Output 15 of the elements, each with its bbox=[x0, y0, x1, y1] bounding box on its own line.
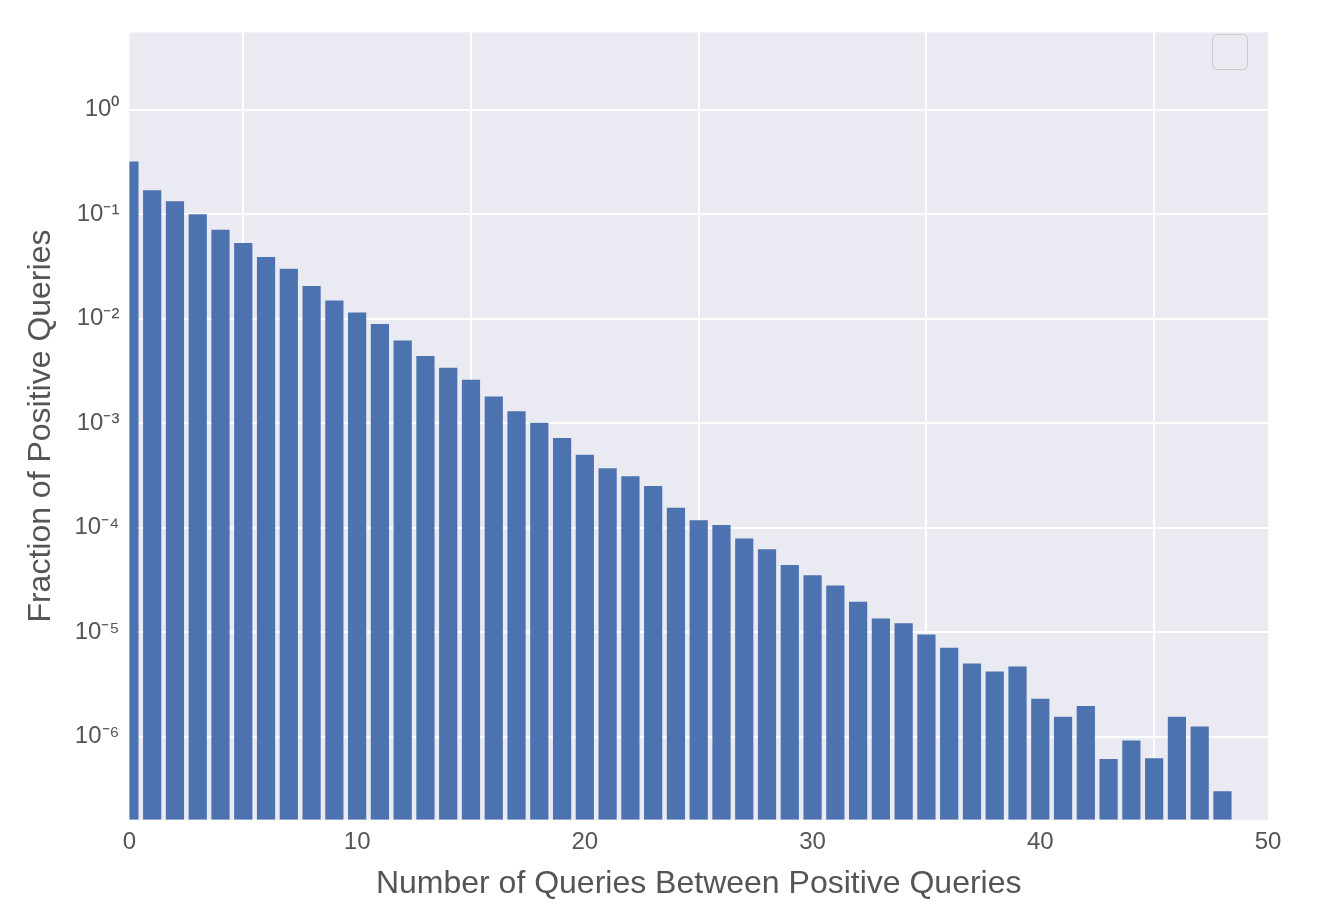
x-tick-label: 50 bbox=[1254, 826, 1282, 854]
y-tick-label: 10⁻¹ bbox=[76, 198, 120, 226]
x-tick-label: 10 bbox=[343, 826, 371, 854]
y-tick-label: 10⁻⁵ bbox=[74, 616, 120, 644]
x-tick-label: 40 bbox=[1026, 826, 1054, 854]
y-tick-label: 10⁻³ bbox=[76, 407, 120, 435]
x-axis-title: Number of Queries Between Positive Queries bbox=[375, 863, 1022, 900]
x-tick-label: 20 bbox=[571, 826, 599, 854]
y-tick-label: 10⁻⁴ bbox=[74, 512, 120, 540]
y-axis-title: Fraction of Positive Queries bbox=[21, 229, 58, 623]
y-tick-label: 10⁻⁶ bbox=[74, 721, 120, 749]
x-tick-label: 0 bbox=[122, 826, 137, 854]
y-tick-label: 10⁻² bbox=[76, 303, 120, 331]
y-tick-label: 10⁰ bbox=[84, 94, 120, 122]
x-tick-label: 30 bbox=[799, 826, 826, 854]
